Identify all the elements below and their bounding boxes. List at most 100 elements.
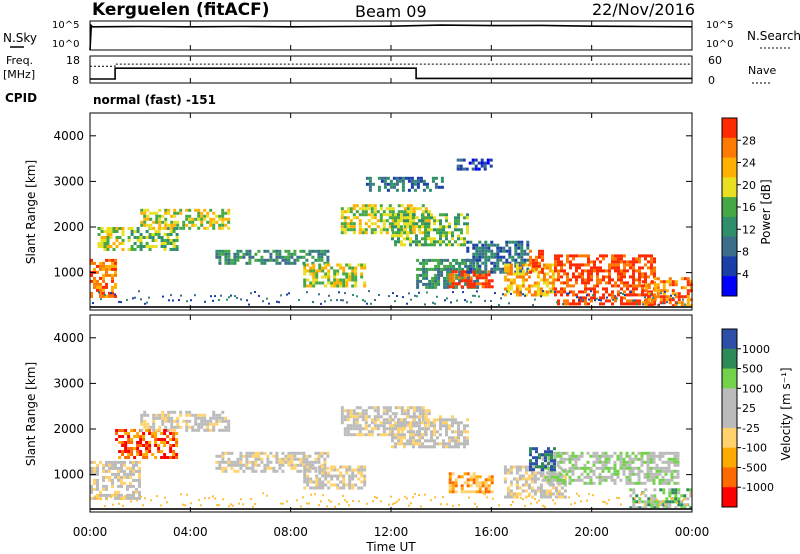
velocity-colorbar-swatch xyxy=(722,408,737,429)
power-colorbar-swatch xyxy=(722,137,737,159)
time-tick-label: 00:00 xyxy=(73,525,108,539)
noise-search-label: N.Search xyxy=(747,29,800,43)
freq-label-line2: [MHz] xyxy=(3,68,35,81)
velocity-colorbar-tick: -500 xyxy=(742,461,767,474)
velocity-colorbar-swatch xyxy=(722,447,737,468)
power-colorbar-tick: 20 xyxy=(742,179,756,192)
velocity-region xyxy=(503,465,567,499)
velocity-colorbar: 1000 500 100 25 -25 -100 -500 -1000 xyxy=(721,328,774,508)
velocity-region xyxy=(215,451,330,473)
time-tick-label: 00:00 xyxy=(675,525,710,539)
velocity-y-axis-label: Slant Range [km] xyxy=(24,362,38,466)
velocity-y-tick-label: 3000 xyxy=(53,376,84,390)
power-region xyxy=(97,227,125,251)
power-y-axis: 1000 2000 3000 4000 xyxy=(53,129,692,280)
velocity-region xyxy=(629,488,693,510)
power-y-axis-label: Slant Range [km] xyxy=(24,160,38,264)
date-title: 22/Nov/2016 xyxy=(592,0,695,19)
time-axis: 00:00 04:00 08:00 12:00 16:00 20:00 00:00 xyxy=(73,21,710,539)
noise-sky-line xyxy=(89,23,693,51)
nave-label: Nave xyxy=(748,64,776,77)
power-region xyxy=(529,249,544,274)
time-axis-label: Time UT xyxy=(365,540,416,554)
time-tick-label: 20:00 xyxy=(574,525,609,539)
power-region xyxy=(365,176,444,192)
power-region xyxy=(554,254,656,306)
frequency-panel: Freq. [MHz] 18 8 60 0 Nave xyxy=(3,54,776,87)
velocity-colorbar-swatch xyxy=(722,348,737,370)
velocity-y-tick-label: 4000 xyxy=(53,331,84,345)
power-colorbar-swatch xyxy=(722,256,737,277)
velocity-y-tick-label: 1000 xyxy=(53,468,84,482)
velocity-y-tick-label: 2000 xyxy=(53,422,84,436)
power-colorbar-tick: 16 xyxy=(742,201,756,214)
cpid-value: normal (fast) -151 xyxy=(93,93,216,107)
freq-label-line1: Freq. xyxy=(6,54,33,67)
power-region xyxy=(456,158,493,171)
noise-tick-left-bottom: 10^0 xyxy=(52,39,79,50)
power-heatmap xyxy=(90,158,693,308)
cpid-label: CPID xyxy=(5,91,37,105)
power-colorbar-swatch xyxy=(722,276,737,297)
noise-tick-right-bottom: 10^0 xyxy=(706,39,733,50)
beam-title: Beam 09 xyxy=(355,2,427,21)
power-colorbar-swatch xyxy=(722,177,737,198)
velocity-colorbar-label: Velocity [m s⁻¹] xyxy=(779,367,793,460)
station-title: Kerguelen (fitACF) xyxy=(92,0,269,20)
velocity-colorbar-swatch xyxy=(722,487,737,508)
velocity-colorbar-tick: -1000 xyxy=(742,481,774,494)
velocity-colorbar-tick: -100 xyxy=(742,442,767,455)
frequency-line xyxy=(90,67,692,80)
noise-sky-label: N.Sky xyxy=(3,31,37,45)
power-region xyxy=(391,213,469,247)
power-colorbar-tick: 24 xyxy=(742,157,756,170)
time-tick-label: 04:00 xyxy=(173,525,208,539)
velocity-y-axis: 1000 2000 3000 4000 xyxy=(53,331,692,482)
time-tick-label: 12:00 xyxy=(374,525,409,539)
velocity-region xyxy=(303,465,367,490)
velocity-colorbar-tick: 500 xyxy=(742,363,763,376)
noise-series xyxy=(89,23,693,51)
nave-line xyxy=(90,63,692,67)
power-panel: 1000 2000 3000 4000 Slant Range [km] 28 24 20… xyxy=(24,112,773,311)
velocity-colorbar-swatch xyxy=(722,329,737,350)
velocity-region xyxy=(448,472,494,494)
velocity-colorbar-tick: 25 xyxy=(742,402,756,415)
power-region xyxy=(303,263,367,288)
power-colorbar-swatch xyxy=(722,216,737,238)
power-colorbar-swatch xyxy=(722,157,737,178)
velocity-panel: 1000 2000 3000 4000 Slant Range [km] 1000 50… xyxy=(24,314,793,513)
noise-panel: N.Sky 10^5 10^0 10^5 10^0 N.Search xyxy=(3,20,800,51)
power-region xyxy=(140,208,231,230)
time-tick-label: 08:00 xyxy=(273,525,308,539)
freq-tick-left-top: 18 xyxy=(66,54,80,67)
power-colorbar-tick: 28 xyxy=(742,134,756,147)
noise-tick-left-top: 10^5 xyxy=(52,20,79,31)
power-colorbar-swatch xyxy=(722,236,737,257)
velocity-heatmap xyxy=(90,406,693,510)
time-tick-label: 16:00 xyxy=(474,525,509,539)
velocity-colorbar-tick: -25 xyxy=(742,422,760,435)
power-region xyxy=(641,277,693,308)
velocity-region xyxy=(529,447,556,472)
velocity-region xyxy=(541,451,680,485)
velocity-colorbar-swatch xyxy=(722,427,737,449)
power-region xyxy=(503,263,555,297)
velocity-region xyxy=(140,410,231,432)
velocity-colorbar-swatch xyxy=(722,368,737,389)
power-colorbar-tick: 8 xyxy=(742,246,749,259)
power-colorbar-label: Power [dB] xyxy=(759,179,773,244)
velocity-colorbar-swatch xyxy=(722,388,737,409)
power-region xyxy=(90,258,117,298)
velocity-region xyxy=(391,415,469,449)
power-colorbar-tick: 4 xyxy=(742,268,749,281)
freq-tick-left-bottom: 8 xyxy=(72,74,79,87)
power-y-tick-label: 2000 xyxy=(53,220,84,234)
power-colorbar-tick: 12 xyxy=(742,223,756,236)
power-region xyxy=(215,249,330,265)
velocity-colorbar-swatch xyxy=(722,467,737,488)
power-region xyxy=(448,270,494,289)
power-colorbar-swatch xyxy=(722,197,737,218)
power-colorbar-swatch xyxy=(722,118,737,139)
